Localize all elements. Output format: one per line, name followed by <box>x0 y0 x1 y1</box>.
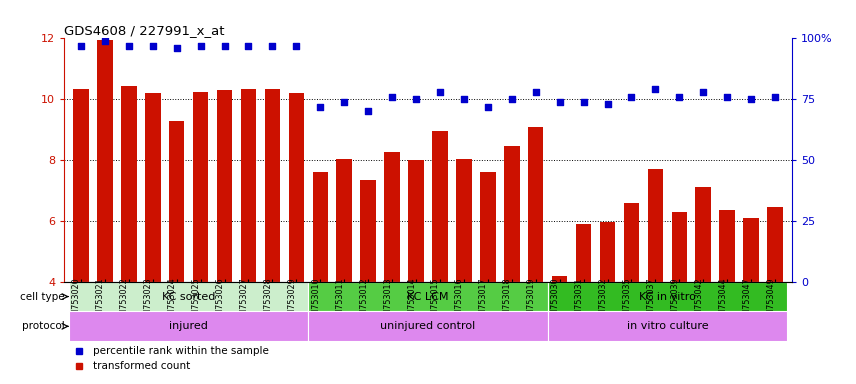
Bar <box>97 40 113 384</box>
Point <box>361 108 375 114</box>
Text: injured: injured <box>169 321 208 331</box>
Bar <box>504 146 520 384</box>
Bar <box>528 127 544 384</box>
Bar <box>312 172 328 384</box>
Point <box>193 43 207 49</box>
Text: in vitro culture: in vitro culture <box>627 321 708 331</box>
Point <box>217 43 231 49</box>
Text: KC LCM: KC LCM <box>407 291 449 301</box>
Point <box>577 99 591 105</box>
Text: uninjured control: uninjured control <box>380 321 476 331</box>
Bar <box>69 282 308 311</box>
Bar <box>384 152 400 384</box>
Point <box>744 96 758 102</box>
Bar <box>743 218 759 384</box>
Text: KC in vitro: KC in vitro <box>639 291 696 301</box>
Point <box>289 43 303 49</box>
Bar <box>695 187 711 384</box>
Bar <box>121 86 137 384</box>
Bar <box>408 160 424 384</box>
Bar <box>308 282 548 311</box>
Text: KC sorted: KC sorted <box>162 291 216 301</box>
Text: protocol: protocol <box>22 321 65 331</box>
Bar <box>265 89 280 384</box>
Point <box>505 96 519 102</box>
Point <box>146 43 159 49</box>
Point <box>122 43 135 49</box>
Point <box>721 94 734 100</box>
Bar <box>480 172 496 384</box>
Point <box>241 43 255 49</box>
Point <box>74 43 88 49</box>
Point <box>385 94 399 100</box>
Bar <box>288 93 304 384</box>
Text: GDS4608 / 227991_x_at: GDS4608 / 227991_x_at <box>64 24 224 37</box>
Text: cell type: cell type <box>20 291 65 301</box>
Point <box>337 99 351 105</box>
Bar <box>169 121 185 384</box>
Bar <box>548 311 787 341</box>
Point <box>768 94 782 100</box>
Point <box>409 96 423 102</box>
Text: percentile rank within the sample: percentile rank within the sample <box>93 346 269 356</box>
Point <box>649 86 663 93</box>
Point <box>265 43 279 49</box>
Point <box>529 89 543 95</box>
Bar <box>548 282 787 311</box>
Point <box>481 103 495 109</box>
Bar <box>432 131 448 384</box>
Bar <box>671 212 687 384</box>
Bar <box>336 159 352 384</box>
Bar <box>193 92 208 384</box>
Bar <box>767 207 783 384</box>
Bar <box>576 224 591 384</box>
Bar <box>456 159 472 384</box>
Bar <box>69 311 308 341</box>
Point <box>697 89 710 95</box>
Bar <box>73 89 89 384</box>
Point <box>98 38 112 44</box>
Point <box>673 94 687 100</box>
Point <box>457 96 471 102</box>
Bar <box>217 90 232 384</box>
Bar <box>552 276 568 384</box>
Bar <box>600 222 615 384</box>
Bar <box>719 210 735 384</box>
Bar <box>241 89 256 384</box>
Point <box>169 45 183 51</box>
Bar <box>360 180 376 384</box>
Bar <box>648 169 663 384</box>
Bar <box>624 203 639 384</box>
Point <box>433 89 447 95</box>
Point <box>313 103 327 109</box>
Point <box>553 99 567 105</box>
Bar <box>145 93 161 384</box>
Point <box>601 101 615 107</box>
Text: transformed count: transformed count <box>93 361 191 371</box>
Point <box>625 94 639 100</box>
Bar <box>308 311 548 341</box>
